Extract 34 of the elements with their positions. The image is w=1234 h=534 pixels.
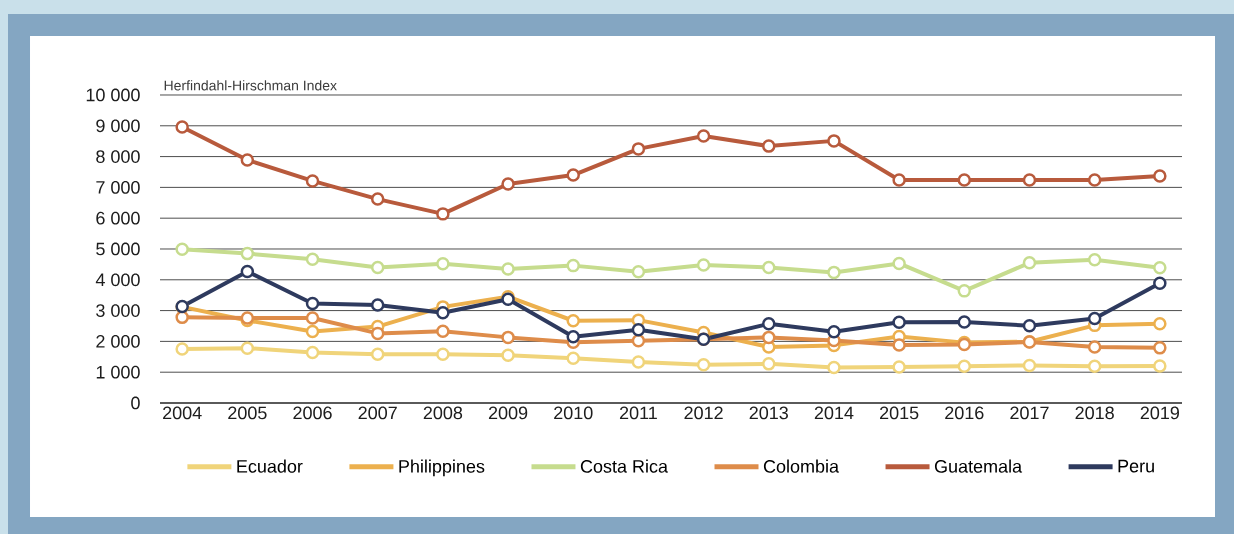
- y-tick-label: 1 000: [96, 365, 140, 379]
- y-tick-label: 5 000: [96, 242, 140, 256]
- x-tick-label: 2004: [163, 406, 202, 420]
- y-tick-label: 6 000: [96, 211, 140, 225]
- y-tick-label: 0: [131, 396, 140, 410]
- legend-label: Ecuador: [237, 459, 303, 473]
- y-tick-label: 2 000: [96, 335, 140, 348]
- x-tick-label: 2012: [684, 406, 723, 420]
- y-tick-label: 9 000: [96, 119, 140, 133]
- x-tick-label: 2008: [423, 406, 463, 420]
- y-tick-label: 3 000: [96, 304, 140, 317]
- x-tick-label: 2013: [749, 406, 788, 420]
- x-tick-label: 2019: [1140, 406, 1179, 420]
- x-tick-label: 2011: [619, 406, 657, 420]
- x-tick-label: 2015: [880, 406, 919, 420]
- x-tick-label: 2018: [1075, 406, 1114, 420]
- legend-label: Guatemala: [934, 459, 1023, 473]
- x-tick-label: 2007: [358, 406, 397, 420]
- x-tick-label: 2006: [293, 406, 332, 420]
- legend-label: Peru: [1118, 459, 1154, 473]
- y-tick-label: 4 000: [95, 273, 140, 287]
- x-tick-label: 2014: [814, 406, 854, 420]
- x-tick-label: 2010: [554, 406, 593, 420]
- y-tick-label: 7 000: [96, 181, 140, 194]
- y-axis-title: Herfindahl-Hirschman Index: [164, 80, 337, 91]
- x-tick-label: 2009: [488, 406, 528, 420]
- x-tick-label: 2017: [1010, 406, 1049, 420]
- legend-label: Costa Rica: [580, 459, 668, 473]
- y-tick-label: 10 000: [86, 88, 140, 102]
- legend-label: Philippines: [399, 459, 485, 477]
- legend-label: Colombia: [763, 459, 840, 473]
- x-tick-label: 2005: [228, 406, 267, 420]
- x-tick-label: 2016: [945, 406, 984, 420]
- y-tick-label: 8 000: [96, 150, 140, 163]
